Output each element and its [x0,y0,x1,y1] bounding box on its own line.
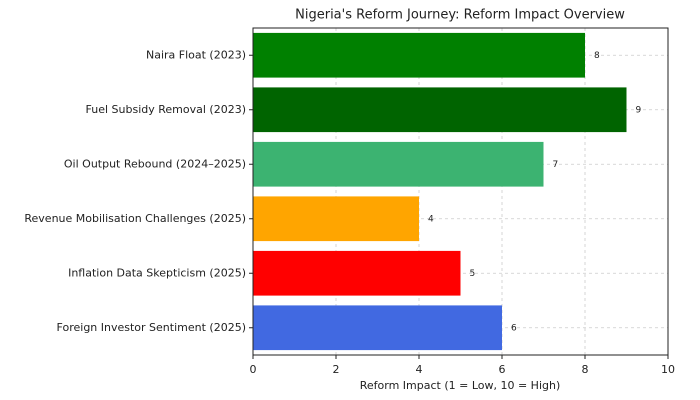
bar [253,87,627,133]
bar [253,196,419,242]
y-tick-label: Oil Output Rebound (2024–2025) [64,157,246,170]
data-label: 5 [470,269,476,279]
x-tick-label: 0 [250,363,257,376]
chart-title: Nigeria's Reform Journey: Reform Impact … [295,8,625,23]
plot-frame [252,27,669,356]
y-tick-label: Fuel Subsidy Removal (2023) [86,103,246,116]
y-tick-label: Revenue Mobilisation Challenges (2025) [24,212,246,225]
x-tick-label: 4 [416,363,423,376]
x-tick-label: 8 [582,363,589,376]
x-tick-label: 6 [499,363,506,376]
data-label: 4 [428,214,434,224]
x-axis-label: Reform Impact (1 = Low, 10 = High) [360,379,561,392]
data-label: 7 [553,160,559,170]
x-tick-label: 10 [661,363,675,376]
bar [253,141,544,187]
y-tick-label: Naira Float (2023) [146,48,246,61]
x-tick-label: 2 [333,363,340,376]
bar [253,250,461,296]
data-label: 6 [511,323,517,333]
data-label: 8 [594,51,600,61]
bar [253,32,585,78]
y-tick-label: Inflation Data Skepticism (2025) [68,266,246,279]
y-tick-label: Foreign Investor Sentiment (2025) [57,321,246,334]
data-label: 9 [636,105,642,115]
bar [253,305,502,351]
